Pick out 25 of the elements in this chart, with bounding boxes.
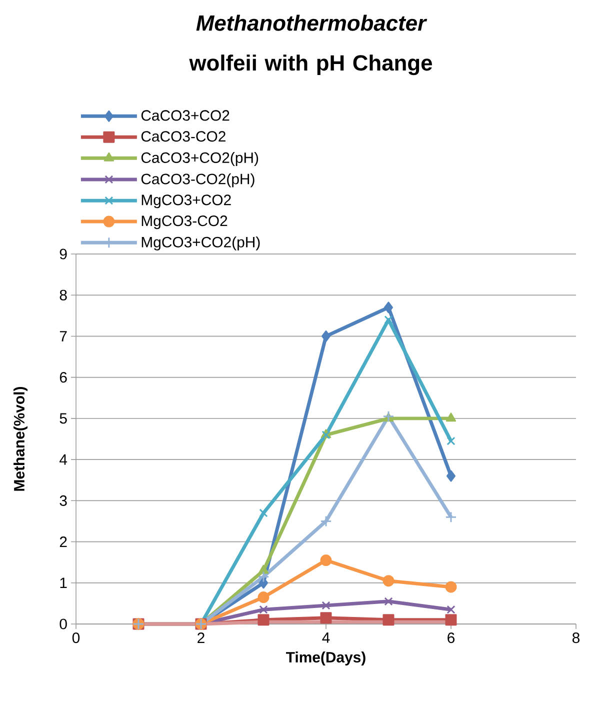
y-tick-label: 8 [60,290,67,300]
y-tick-label: 9 [60,248,67,260]
x-tick-label: 6 [448,632,454,644]
x-tick-label: 2 [198,632,204,643]
legend-label: CaCO3+CO2(pH) [141,152,258,166]
legend-label: CaCO3+CO2 [141,110,230,121]
y-axis-title: Methane(%vol) [14,387,28,491]
legend-label: MgCO3+CO2 [142,194,231,208]
x-tick-label: 0 [72,632,80,644]
x-tick-label: 8 [572,632,580,644]
legend-label: CaCO3-CO2(pH) [141,173,254,188]
x-tick-label: 4 [322,632,330,643]
legend-label: MgCO3-CO2 [142,216,228,230]
y-tick-label: 2 [60,536,67,547]
y-tick-label: 4 [60,454,68,465]
x-axis-title: Time(Days) [286,652,366,666]
y-tick-label: 3 [60,495,67,506]
chart-title: Methanothermobacter wolfeii with pH Change [189,14,432,76]
y-tick-label: 0 [60,618,67,630]
y-tick-label: 1 [60,578,67,588]
legend-label: CaCO3-CO2 [141,131,226,142]
y-tick-label: 7 [60,331,67,342]
y-tick-label: 5 [60,413,67,424]
y-tick-label: 6 [60,372,67,383]
legend-label: MgCO3+CO2(pH) [142,236,260,250]
